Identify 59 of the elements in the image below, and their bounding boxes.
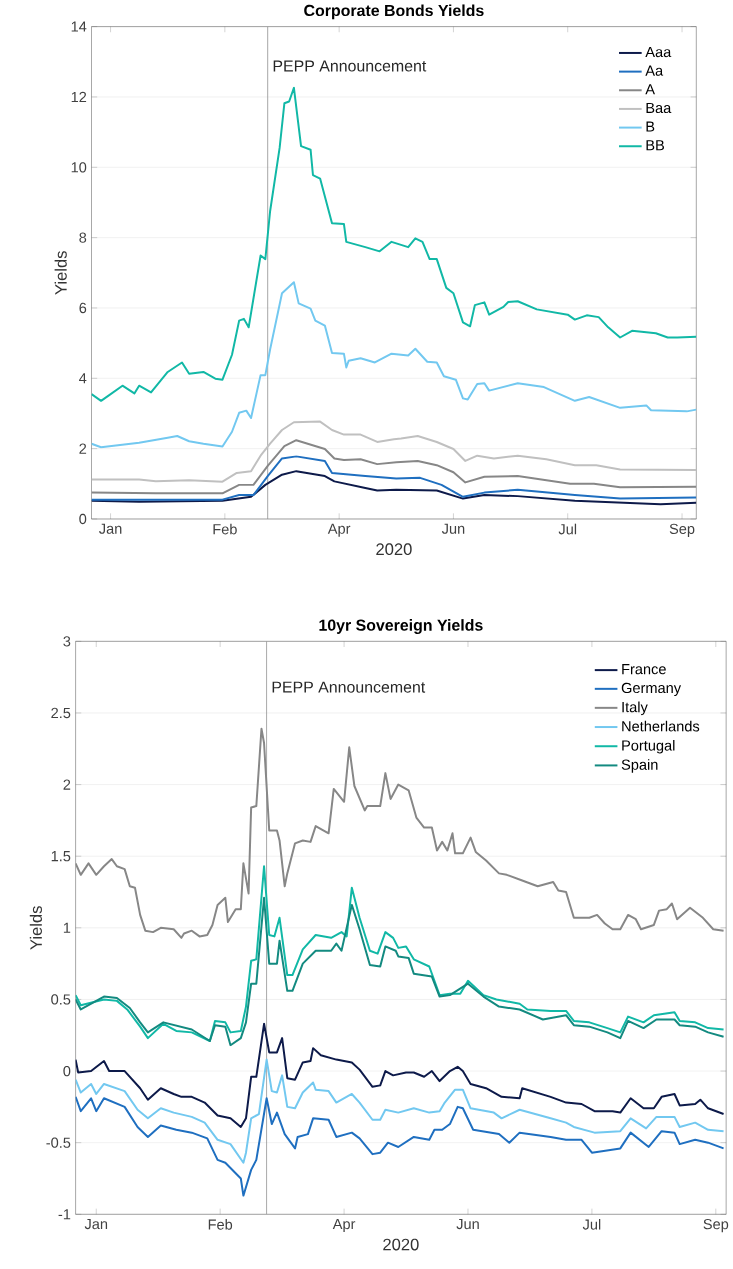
y-tick-label: 1.5: [51, 851, 71, 862]
line-series: [91, 470, 697, 506]
y-tick-label: 3: [63, 636, 71, 647]
y-tick-label: 0.5: [51, 994, 71, 1005]
line-series: [75, 1058, 725, 1164]
line-series: [75, 1095, 725, 1197]
y-tick-label: 2: [79, 443, 86, 454]
y-tick-label: 1: [63, 922, 71, 933]
x-tick-label: Jun: [456, 1219, 479, 1230]
x-axis-title: 2020: [383, 1238, 419, 1251]
legend-label: A: [645, 84, 655, 95]
x-tick-label: Jan: [84, 1219, 107, 1230]
legend-label: Spain: [621, 759, 658, 773]
y-tick-label: 10: [71, 162, 87, 173]
y-tick-label: 8: [79, 232, 87, 243]
x-tick-label: Sep: [669, 523, 695, 537]
y-tick-label: 0: [63, 1065, 71, 1077]
legend-label: Portugal: [622, 739, 675, 754]
y-tick-label: -1: [58, 1209, 71, 1220]
x-tick-label: Apr: [332, 1219, 356, 1233]
x-tick-label: Jun: [441, 523, 465, 534]
legend-label: Germany: [621, 682, 681, 696]
legend-label: France: [622, 664, 666, 675]
y-tick-label: 4: [78, 373, 87, 384]
x-tick-label: Feb: [213, 523, 237, 535]
x-tick-label: Apr: [327, 523, 351, 537]
x-tick-label: Feb: [208, 1218, 232, 1230]
y-tick-label: 14: [71, 21, 87, 32]
line-series: [91, 281, 697, 449]
x-tick-label: Jul: [582, 1218, 601, 1230]
ref-line-label: PEPP Announcement: [273, 60, 427, 72]
y-tick-label: -0.5: [46, 1137, 71, 1148]
x-tick-label: Jul: [558, 523, 576, 535]
y-axis-title: Yields: [54, 251, 67, 295]
legend-label: B: [646, 121, 655, 132]
legend-label: Netherlands: [622, 720, 700, 732]
y-tick-label: 6: [79, 302, 87, 314]
legend-label: Italy: [622, 701, 648, 716]
legend-label: Aa: [645, 65, 664, 76]
legend-label: Aaa: [645, 46, 672, 58]
line-series: [91, 86, 697, 402]
line-series: [75, 865, 725, 1042]
x-tick-label: Sep: [703, 1219, 729, 1233]
y-tick-label: 0: [79, 513, 87, 525]
line-series: [75, 1022, 725, 1128]
legend-label: Baa: [646, 102, 672, 114]
x-axis-title: 2020: [376, 543, 412, 556]
y-tick-label: 12: [71, 91, 86, 103]
line-series: [75, 896, 725, 1047]
y-axis-title: Yields: [29, 906, 42, 950]
legend-label: BB: [646, 140, 664, 151]
x-tick-label: Jan: [98, 523, 122, 534]
y-tick-label: 2.5: [51, 707, 71, 719]
y-tick-label: 2: [63, 779, 71, 790]
chart-title: 10yr Sovereign Yields: [319, 619, 483, 634]
line-series: [91, 455, 697, 501]
ref-line-label: PEPP Announcement: [272, 681, 426, 693]
line-series: [91, 420, 697, 483]
chart-title: Corporate Bonds Yields: [304, 4, 484, 20]
